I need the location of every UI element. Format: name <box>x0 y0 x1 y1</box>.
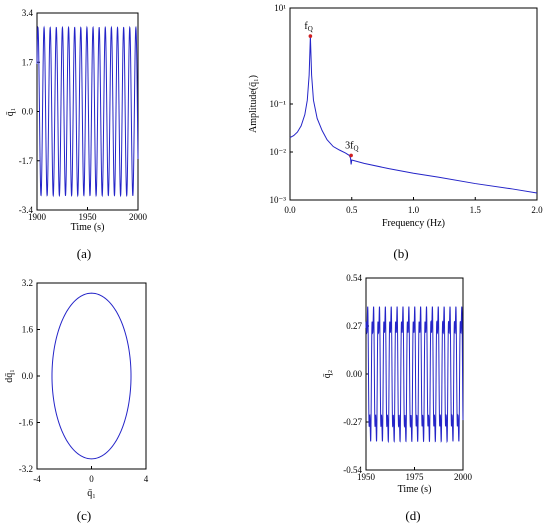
peak-marker <box>308 34 313 38</box>
y-tick-label: -1.6 <box>19 418 34 428</box>
x-tick-label: 1.0 <box>408 205 420 215</box>
x-tick-label: 4 <box>144 474 149 484</box>
y-tick-label: 0.00 <box>346 369 362 379</box>
peak-marker <box>349 153 353 158</box>
x-tick-label: 0.0 <box>284 205 296 215</box>
y-tick-label: 10⁻¹ <box>270 99 287 109</box>
panel-label-d: (d) <box>405 508 420 523</box>
y-axis-label: Amplitude(q̄₁) <box>248 75 259 133</box>
x-tick-label: 0.5 <box>346 205 358 215</box>
y-tick-label: 3.2 <box>22 278 33 288</box>
panel-label-b: (b) <box>393 246 408 261</box>
panel-label-a: (a) <box>77 246 91 261</box>
y-tick-label: 10⁻³ <box>270 195 287 205</box>
series-line-q1-time <box>36 25 139 198</box>
y-tick-label: -3.2 <box>19 464 33 474</box>
y-tick-label: 3.4 <box>22 8 34 18</box>
x-tick-label: 2.0 <box>531 205 543 215</box>
series-line-q2-time <box>365 306 464 444</box>
y-tick-label: -0.54 <box>343 465 362 475</box>
x-axis-label: Time (s) <box>71 222 105 233</box>
x-tick-label: 2000 <box>454 472 473 482</box>
series-line-amplitude-spectrum <box>289 36 538 194</box>
x-tick-label: 1950 <box>357 472 376 482</box>
x-axis-label: Time (s) <box>398 484 432 495</box>
y-tick-label: 0.54 <box>346 273 362 283</box>
x-tick-label: 1950 <box>79 212 98 222</box>
x-tick-label: 1900 <box>28 212 47 222</box>
x-tick-label: -4 <box>33 474 41 484</box>
y-tick-label: 0.0 <box>22 107 34 117</box>
y-tick-label: -0.27 <box>343 417 362 427</box>
plot-frame-c <box>36 282 147 470</box>
y-tick-label: 10⁻² <box>270 147 287 157</box>
y-tick-label: 10¹ <box>274 3 286 13</box>
panel-label-c: (c) <box>77 508 91 523</box>
y-tick-label: -3.4 <box>19 205 34 215</box>
peak-label-1: fQ <box>304 21 312 33</box>
y-tick-label: 0.27 <box>346 321 362 331</box>
y-axis-label: q̄₂ <box>322 370 333 379</box>
x-tick-label: 1.5 <box>470 205 482 215</box>
y-axis-label: q̄₁ <box>5 108 16 117</box>
y-tick-label: 0.0 <box>22 371 34 381</box>
y-tick-label: 1.6 <box>22 325 34 335</box>
x-tick-label: 1975 <box>406 472 425 482</box>
y-tick-label: 1.7 <box>22 57 34 67</box>
x-axis-label: q̄₁ <box>87 488 96 499</box>
y-tick-label: -1.7 <box>19 156 34 166</box>
x-tick-label: 2000 <box>129 212 148 222</box>
x-axis-label: Frequency (Hz) <box>382 218 445 229</box>
y-axis-label: dq̄₁ <box>4 369 15 383</box>
x-tick-label: 0 <box>89 474 94 484</box>
peak-label-2: 3fQ <box>345 140 358 152</box>
plot-frame-b <box>289 7 538 201</box>
phase-portrait-ellipse <box>51 292 132 460</box>
